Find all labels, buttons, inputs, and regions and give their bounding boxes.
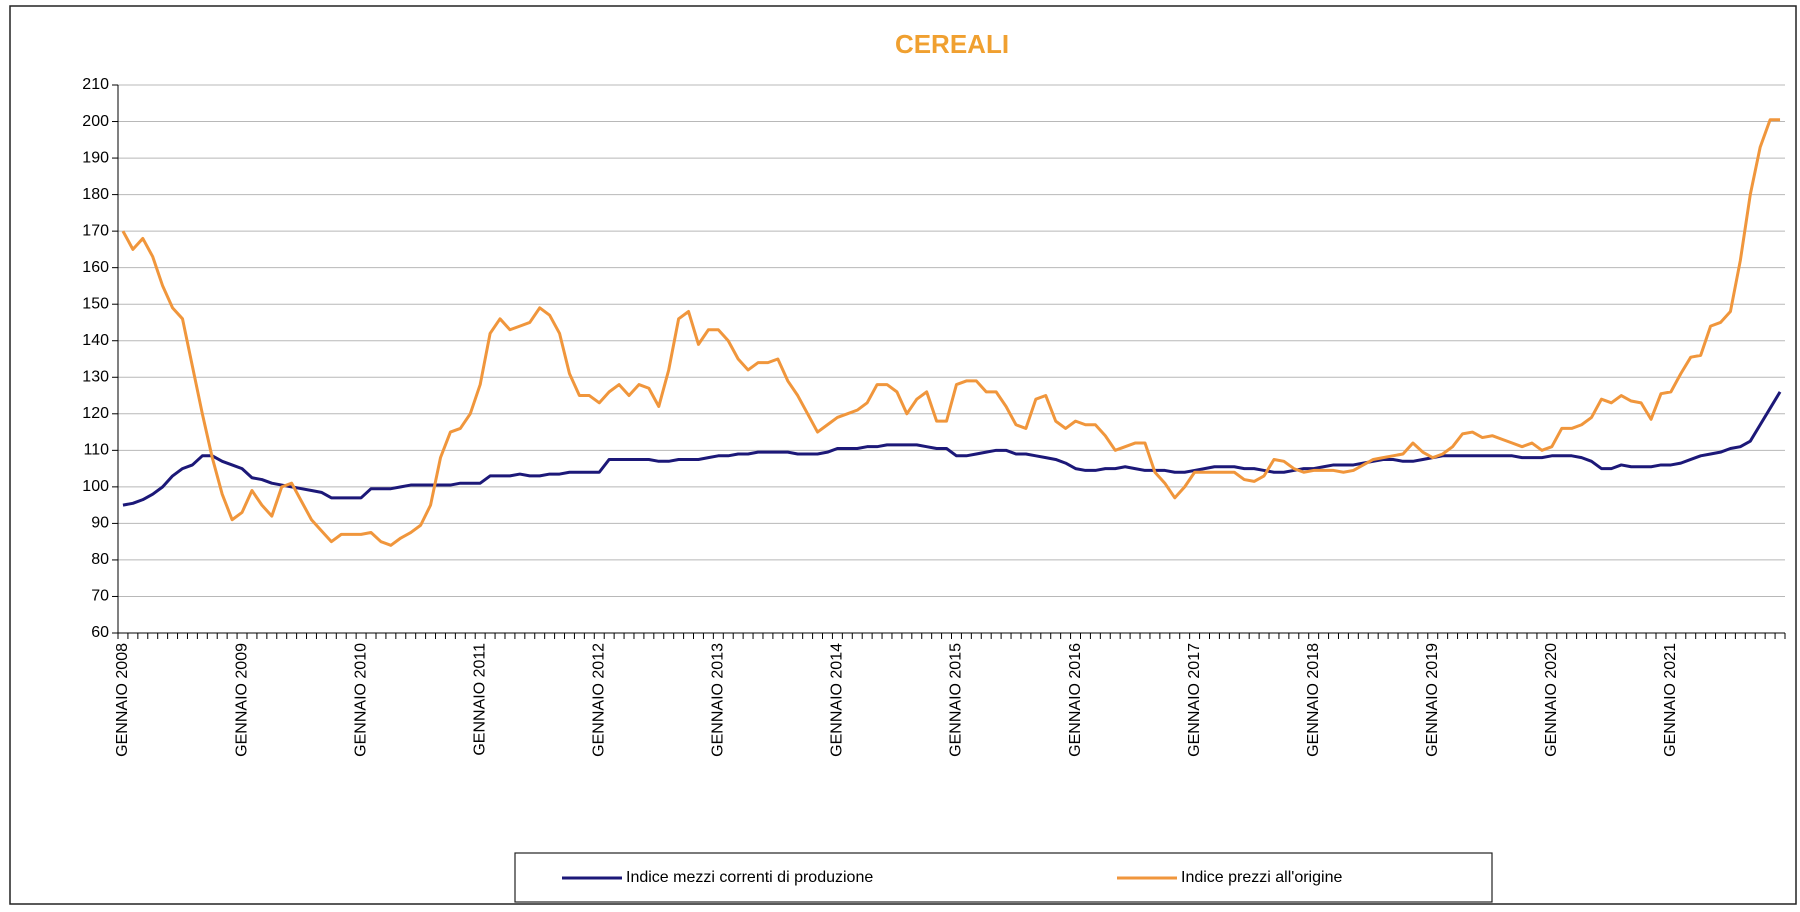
y-tick-label: 210 — [82, 76, 109, 93]
x-tick-label: GENNAIO 2016 — [1067, 643, 1084, 757]
x-tick-label: GENNAIO 2010 — [352, 643, 369, 757]
legend — [514, 852, 1493, 903]
x-tick-label: GENNAIO 2009 — [233, 643, 250, 757]
y-tick-label: 60 — [91, 624, 109, 641]
y-tick-label: 150 — [82, 295, 109, 312]
x-tick-label: GENNAIO 2011 — [471, 643, 488, 756]
x-tick-label: GENNAIO 2015 — [948, 643, 965, 757]
legend-label: Indice mezzi correnti di produzione — [626, 869, 873, 886]
x-tick-label: GENNAIO 2008 — [114, 643, 131, 757]
x-tick-label: GENNAIO 2018 — [1305, 643, 1322, 757]
x-tick-label: GENNAIO 2021 — [1662, 643, 1679, 757]
y-tick-label: 110 — [83, 442, 109, 459]
x-tick-label: GENNAIO 2014 — [829, 643, 846, 757]
y-tick-label: 160 — [82, 259, 109, 276]
y-tick-label: 90 — [91, 515, 109, 532]
y-tick-label: 180 — [82, 186, 109, 203]
x-tick-label: GENNAIO 2012 — [590, 643, 607, 757]
x-tick-label: GENNAIO 2013 — [710, 643, 727, 757]
y-tick-label: 80 — [91, 551, 109, 568]
x-tick-label: GENNAIO 2020 — [1543, 643, 1560, 757]
series-line — [121, 118, 1781, 547]
x-tick-label: GENNAIO 2019 — [1424, 643, 1441, 757]
y-tick-label: 140 — [82, 332, 109, 349]
legend-label: Indice prezzi all'origine — [1181, 869, 1342, 886]
y-tick-label: 70 — [91, 588, 109, 605]
series-line — [122, 391, 1782, 507]
y-tick-label: 120 — [82, 405, 109, 422]
y-tick-label: 200 — [82, 113, 109, 130]
chart-title: CEREALI — [895, 29, 1009, 59]
y-tick-label: 130 — [82, 368, 109, 385]
y-tick-label: 170 — [82, 222, 109, 239]
y-tick-label: 190 — [82, 149, 109, 166]
x-tick-label: GENNAIO 2017 — [1186, 643, 1203, 757]
y-tick-label: 100 — [82, 478, 109, 495]
chart-border — [9, 5, 1797, 905]
